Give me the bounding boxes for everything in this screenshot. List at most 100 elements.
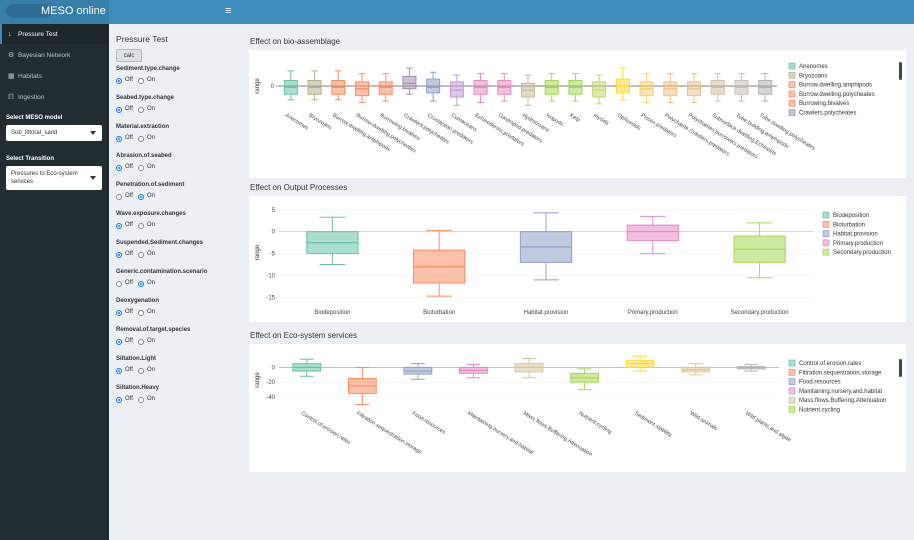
- legend-label[interactable]: Bioturbation: [833, 222, 865, 228]
- y-tick-label: 0: [271, 84, 275, 90]
- brand-bar: MESO online: [0, 0, 109, 24]
- y-tick-label: -5: [270, 252, 276, 258]
- bio-chart-title: Effect on bio-assemblage: [250, 37, 341, 46]
- box-6: [625, 355, 655, 372]
- output-chart-title: Effect on Output Processes: [250, 183, 348, 192]
- box-17: [686, 73, 702, 103]
- y-tick-label: -15: [266, 295, 275, 301]
- legend-swatch: [822, 248, 830, 256]
- legend-label[interactable]: Control.of.erosion.rates: [799, 361, 861, 367]
- x-tick-label: Secondary.production: [731, 310, 789, 316]
- calc-button[interactable]: calc: [116, 49, 142, 62]
- sidebar-item-habitats[interactable]: ▦ Habitats: [0, 66, 109, 86]
- radio-off[interactable]: [116, 310, 122, 316]
- radio-on[interactable]: [138, 136, 144, 142]
- legend-label[interactable]: Primary.production: [833, 241, 883, 247]
- box-rect[interactable]: [378, 81, 393, 95]
- radio-on[interactable]: [138, 281, 144, 287]
- radio-off[interactable]: [116, 223, 122, 229]
- pressure-label: Seabed.type.change: [116, 95, 175, 101]
- x-tick-label: Wild.animals: [689, 411, 719, 433]
- legend-label[interactable]: Burrow.dwelling.polycheates: [799, 92, 875, 98]
- box-3: [354, 73, 370, 103]
- sidebar-item-label: Habitats: [18, 72, 42, 80]
- radio-on-label: On: [147, 338, 156, 344]
- legend-label[interactable]: Maintaining.nursery.and.habitat: [799, 389, 883, 395]
- pressure-group: Removal.of.target.species Off On: [116, 327, 240, 353]
- legend-label[interactable]: Burrowing.bivalves: [799, 101, 849, 107]
- legend-swatch: [788, 396, 796, 404]
- radio-off[interactable]: [116, 78, 122, 84]
- radio-on[interactable]: [138, 397, 144, 403]
- menu-toggle-icon[interactable]: ≡: [225, 5, 232, 17]
- legend-scrollbar[interactable]: [899, 62, 902, 80]
- legend-label[interactable]: Food.resources: [799, 380, 841, 386]
- pressure-label: Sediment.type.change: [116, 66, 180, 72]
- transition-select[interactable]: Pressures to Eco-system services: [6, 166, 102, 190]
- radio-on[interactable]: [138, 310, 144, 316]
- radio-off[interactable]: [116, 136, 122, 142]
- radio-off[interactable]: [116, 194, 122, 200]
- pressure-label: Deoxygenation: [116, 298, 160, 304]
- model-select[interactable]: Sub_littoral_sand: [6, 125, 102, 141]
- box-1: [413, 229, 466, 297]
- box-12: [568, 73, 583, 102]
- box-0: [306, 216, 359, 266]
- legend-swatch: [788, 81, 796, 88]
- y-tick-label: -20: [266, 380, 275, 386]
- cutlery-icon: ℿ: [8, 94, 14, 101]
- box-rect[interactable]: [626, 224, 679, 241]
- radio-on[interactable]: [138, 78, 144, 84]
- box-rect[interactable]: [426, 78, 441, 94]
- legend-label[interactable]: Secondary.production: [833, 250, 891, 256]
- legend-label[interactable]: Mass.flows.Buffering.Attenuation: [799, 398, 886, 404]
- y-tick-label: 0: [272, 230, 276, 236]
- legend-label[interactable]: Nutrient.cycling: [799, 408, 840, 414]
- y-axis-label: range: [255, 372, 261, 388]
- radio-on[interactable]: [138, 194, 144, 200]
- x-tick-label: Control.of.erosion.rates: [300, 411, 352, 447]
- model-select-value: Sub_littoral_sand: [11, 130, 58, 136]
- box-rect[interactable]: [592, 81, 607, 98]
- radio-off[interactable]: [116, 397, 122, 403]
- radio-on[interactable]: [138, 223, 144, 229]
- radio-on[interactable]: [138, 107, 144, 113]
- sidebar-item-bayesian-network[interactable]: ⚙ Bayesian Network: [0, 45, 109, 65]
- x-tick-label: Isopods: [545, 113, 565, 128]
- radio-off[interactable]: [116, 252, 122, 258]
- sidebar-item-ingestion[interactable]: ℿ Ingestion: [0, 87, 109, 107]
- sidebar-item-pressure-test[interactable]: ↓ Pressure Test: [0, 24, 109, 44]
- legend-label[interactable]: Biodeposition: [833, 213, 869, 219]
- legend-label[interactable]: Anenomes: [799, 64, 828, 70]
- radio-off-label: Off: [125, 280, 133, 286]
- y-axis-label: range: [255, 244, 261, 260]
- radio-on[interactable]: [138, 339, 144, 345]
- legend-swatch: [788, 109, 796, 116]
- box-rect[interactable]: [402, 75, 417, 90]
- sidebar-item-label: Bayesian Network: [18, 51, 71, 59]
- legend-label[interactable]: Burrow.dwelling.amphipods: [799, 83, 872, 89]
- radio-on[interactable]: [138, 252, 144, 258]
- legend-label[interactable]: Filtration.sequestration.storage: [799, 370, 882, 376]
- radio-on[interactable]: [138, 368, 144, 374]
- radio-off[interactable]: [116, 339, 122, 345]
- radio-off[interactable]: [116, 281, 122, 287]
- radio-off[interactable]: [116, 165, 122, 171]
- legend-label[interactable]: Habitat.provision: [833, 232, 878, 238]
- pressure-label: Material.extraction: [116, 124, 170, 130]
- pressure-test-title: Pressure Test: [116, 34, 168, 44]
- radio-off-label: Off: [125, 396, 133, 402]
- legend-label[interactable]: Crawlers.polycheates: [799, 111, 856, 117]
- radio-on[interactable]: [138, 165, 144, 171]
- radio-off[interactable]: [116, 107, 122, 113]
- radio-off-label: Off: [125, 193, 133, 199]
- legend-label[interactable]: Bryozoans: [799, 73, 827, 79]
- box-rect[interactable]: [449, 81, 464, 98]
- radio-off[interactable]: [116, 368, 122, 374]
- box-5: [570, 368, 599, 391]
- x-tick-label: Bioturbation: [423, 310, 455, 316]
- legend-scrollbar[interactable]: [899, 359, 902, 377]
- top-navbar: ≡: [109, 0, 914, 24]
- box-6: [426, 71, 441, 102]
